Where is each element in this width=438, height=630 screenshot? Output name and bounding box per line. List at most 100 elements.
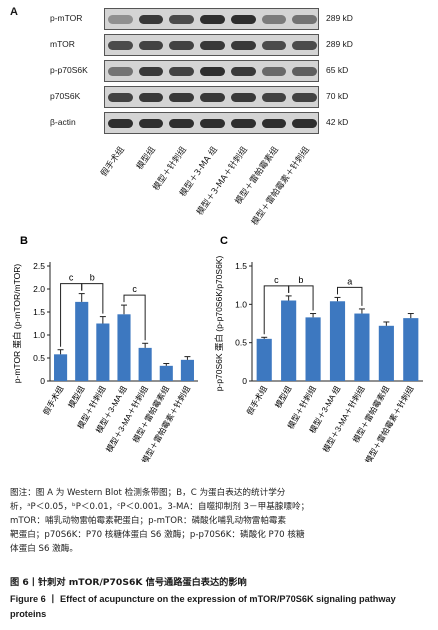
x-tick-label: 假手术组: [41, 384, 66, 417]
blot-band: [292, 15, 317, 24]
blot-band: [292, 67, 317, 76]
bar: [305, 317, 321, 381]
blot-band: [169, 93, 195, 102]
blot-band: [200, 119, 225, 128]
blot-strip: [104, 86, 319, 108]
y-axis-label: p-p70S6K 蛋白 (p-p70S6K/p70S6K): [214, 256, 224, 392]
blot-row-label: p-mTOR: [50, 13, 83, 23]
blot-band: [200, 41, 225, 50]
x-tick-label: 模型＋3-MA＋针刺组: [320, 384, 366, 454]
significance-bracket: [123, 294, 146, 341]
caption-line: 析，ᵃP＜0.05，ᵇP＜0.01，ᶜP＜0.001。3-MA：自噬抑制剂 3－…: [10, 502, 310, 512]
blot-band: [169, 67, 195, 76]
x-tick-label: 假手术组: [244, 384, 269, 417]
blot-kd-label: 65 kD: [326, 65, 349, 75]
blot-band: [138, 67, 164, 76]
caption-line: 体蛋白 S6 激酶。: [10, 544, 78, 554]
panel-letter: C: [220, 235, 228, 247]
y-tick-label: 1.5: [33, 307, 45, 317]
significance-bracket: [337, 286, 363, 306]
blot-band: [108, 15, 133, 24]
y-tick-label: 1.5: [235, 261, 247, 271]
significance-label: c: [69, 273, 74, 283]
y-tick-label: 2.5: [33, 261, 45, 271]
blot-band: [261, 41, 287, 50]
bar: [54, 354, 68, 381]
blot-band: [138, 15, 164, 24]
blot-kd-label: 289 kD: [326, 39, 353, 49]
blot-lane-label: 模型＋雷帕霉素＋针刺组: [249, 145, 312, 228]
y-tick-label: 0: [242, 376, 247, 386]
blot-band: [169, 119, 195, 128]
blot-band: [169, 41, 195, 50]
y-tick-label: 0.5: [235, 338, 247, 348]
blot-band: [200, 93, 225, 102]
blot-strip: [104, 8, 319, 30]
bar: [75, 301, 89, 381]
caption-line: 靶蛋白；p70S6K：P70 核糖体蛋白 S6 激酶；p-p70S6K：磷酸化 …: [10, 530, 305, 540]
blot-band: [169, 15, 195, 24]
x-tick-label: 模型组: [66, 384, 87, 410]
caption-line: mTOR：哺乳动物雷帕霉素靶蛋白；p-mTOR：磷酸化哺乳动物雷帕霉素: [10, 516, 287, 526]
blot-band: [108, 41, 133, 50]
bar: [180, 359, 194, 381]
bar: [138, 347, 152, 381]
blot-row-label: mTOR: [50, 39, 75, 49]
y-tick-label: 2.0: [33, 284, 45, 294]
panel-letter: B: [20, 235, 28, 247]
bar: [354, 313, 370, 381]
blot-band: [108, 119, 133, 128]
bar: [329, 301, 346, 381]
y-tick-label: 1.0: [33, 330, 45, 340]
y-tick-label: 0: [40, 376, 45, 386]
blot-band: [261, 15, 287, 24]
significance-label: c: [132, 284, 137, 294]
figure-caption: 图注：图 A 为 Western Blot 检测条带图；B，C 为蛋白表达的统计…: [10, 486, 430, 556]
chart-c: Cp-p70S6K 蛋白 (p-p70S6K/p70S6K) 0 0.5 1.0 1.5…: [214, 235, 423, 462]
bar: [256, 338, 272, 381]
blot-band: [108, 93, 133, 102]
blot-band: [230, 119, 256, 128]
blot-lane-label: 假手术组: [99, 145, 128, 179]
blot-band: [261, 119, 287, 128]
x-tick-label: 模型组: [273, 384, 294, 410]
blot-row-label: β-actin: [50, 117, 76, 127]
blot-band: [230, 93, 256, 102]
bar: [378, 325, 394, 381]
y-tick-label: 0.5: [33, 353, 45, 363]
blot-band: [292, 119, 317, 128]
blot-band: [138, 93, 164, 102]
blot-band: [108, 67, 133, 76]
significance-bracket: [288, 285, 314, 311]
significance-label: c: [274, 275, 279, 285]
significance-label: b: [90, 273, 95, 283]
blot-band: [230, 67, 256, 76]
caption-line: 图注：图 A 为 Western Blot 检测条带图；B，C 为蛋白表达的统计…: [10, 488, 286, 498]
chart-b: Bp-mTOR 蛋白 (p-mTOR/mTOR) 0 0.5 1.0 1.5 2.0 2.5…: [12, 235, 198, 462]
blot-band: [138, 41, 164, 50]
blot-band: [200, 15, 225, 24]
blot-row-label: p-p70S6K: [50, 65, 88, 75]
significance-bracket: [81, 283, 104, 314]
blot-band: [292, 93, 317, 102]
blot-kd-label: 42 kD: [326, 117, 349, 127]
blot-row-label: p70S6K: [50, 91, 81, 101]
blot-band: [230, 41, 256, 50]
blot-band: [230, 15, 256, 24]
y-axis-label: p-mTOR 蛋白 (p-mTOR/mTOR): [12, 264, 22, 384]
blot-band: [138, 119, 164, 128]
blot-band: [200, 67, 225, 76]
blot-strip: [104, 112, 319, 134]
blot-kd-label: 289 kD: [326, 13, 353, 23]
bar: [159, 365, 173, 381]
figure-title-en: Figure 6 丨 Effect of acupuncture on the …: [10, 594, 396, 619]
significance-label: a: [347, 276, 352, 286]
blot-lane-label: 模型组: [135, 145, 158, 172]
bar: [403, 318, 419, 381]
blot-strip: [104, 34, 319, 56]
blot-band: [261, 93, 287, 102]
significance-label: b: [298, 275, 303, 285]
blot-band: [261, 67, 287, 76]
y-tick-label: 1.0: [235, 299, 247, 309]
bar: [96, 323, 110, 381]
